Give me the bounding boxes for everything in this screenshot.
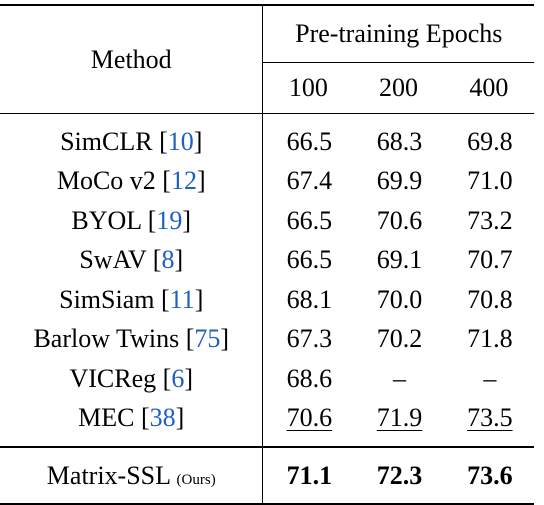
value-cell: 70.0	[376, 284, 423, 314]
value-cell: 70.6	[263, 399, 353, 448]
citation-link[interactable]: 11	[169, 284, 195, 314]
method-cell: MEC [38]	[0, 398, 264, 447]
value-cell: 73.2	[467, 205, 513, 235]
value-cell: 71.8	[467, 324, 513, 354]
ours-method-cell: Matrix-SSL (Ours)	[0, 446, 264, 505]
citation-link[interactable]: 10	[167, 126, 194, 156]
method-cell: BYOL [19]	[0, 201, 264, 241]
citation-link[interactable]: 12	[170, 166, 197, 196]
value-cell: 71.9	[353, 399, 443, 448]
method-name: SimCLR	[60, 126, 153, 156]
second-best-value: 73.5	[467, 403, 513, 433]
results-table: Method Pre-training Epochs 100 200 400 S…	[0, 4, 534, 505]
method-cell: Barlow Twins [75]	[0, 319, 264, 359]
header-row-epochs: 100 200 400	[0, 62, 534, 114]
value-cell: 70.8	[467, 284, 513, 314]
method-header: Method	[0, 4, 264, 114]
value-cell: –	[483, 363, 497, 393]
ours-row: Matrix-SSL (Ours) 71.1 72.3 73.6	[0, 446, 534, 505]
ours-method-name: Matrix-SSL	[46, 460, 171, 490]
method-name: MEC	[78, 403, 135, 433]
method-name: BYOL	[71, 205, 142, 235]
table-row: SimCLR [10] 66.5 68.3 69.8	[0, 113, 534, 162]
method-name: VICReg	[69, 363, 157, 393]
value-cell: 67.4	[286, 166, 333, 196]
best-value: 71.1	[262, 446, 354, 505]
epoch-header-200: 200	[353, 62, 444, 114]
second-best-value: 71.9	[376, 403, 423, 433]
value-cell: 68.1	[286, 284, 333, 314]
table-row: VICReg [6] 68.6 – –	[0, 359, 534, 399]
citation-link[interactable]: 8	[161, 245, 175, 275]
value-cell: 70.7	[467, 245, 513, 275]
epoch-header-100: 100	[262, 62, 354, 114]
value-cell: 66.5	[286, 245, 333, 275]
citation-link[interactable]: 38	[149, 403, 176, 433]
epochs-group-header: Pre-training Epochs	[262, 4, 534, 63]
value-cell: 69.9	[376, 166, 423, 196]
value-cell: –	[392, 363, 406, 393]
method-header-label: Method	[90, 44, 172, 74]
value-cell: 67.3	[286, 324, 333, 354]
method-cell: SimSiam [11]	[0, 280, 264, 320]
value-cell: 70.6	[376, 205, 423, 235]
value-cell: 71.0	[467, 166, 513, 196]
citation-link[interactable]: 19	[156, 205, 183, 235]
epochs-group-label: Pre-training Epochs	[295, 19, 503, 48]
table-row: BYOL [19] 66.5 70.6 73.2	[0, 201, 534, 241]
best-value: 73.6	[443, 446, 534, 505]
best-value: 72.3	[353, 446, 444, 505]
table-row: MEC [38] 70.6 71.9 73.5	[0, 398, 534, 448]
value-cell: 69.1	[376, 245, 423, 275]
method-cell: MoCo v2 [12]	[0, 161, 264, 201]
table-row: SwAV [8] 66.5 69.1 70.7	[0, 240, 534, 280]
table-row: Barlow Twins [75] 67.3 70.2 71.8	[0, 319, 534, 359]
method-name: MoCo v2	[56, 166, 156, 196]
header-row-top: Method Pre-training Epochs	[0, 4, 534, 114]
method-name: SimSiam	[59, 284, 155, 314]
second-best-value: 70.6	[286, 403, 333, 433]
value-cell: 68.3	[376, 126, 423, 156]
citation-link[interactable]: 75	[194, 324, 221, 354]
value-cell: 68.6	[286, 363, 333, 393]
method-cell: SwAV [8]	[0, 240, 264, 280]
method-name: SwAV	[79, 245, 147, 275]
epoch-header-400: 400	[443, 62, 534, 114]
ours-tag: (Ours)	[176, 471, 216, 488]
method-name: Barlow Twins	[33, 324, 180, 354]
table-row: SimSiam [11] 68.1 70.0 70.8	[0, 280, 534, 320]
method-cell: SimCLR [10]	[0, 113, 264, 162]
citation-link[interactable]: 6	[171, 363, 185, 393]
value-cell: 66.5	[286, 205, 333, 235]
table-row: MoCo v2 [12] 67.4 69.9 71.0	[0, 161, 534, 201]
value-cell: 70.2	[376, 324, 423, 354]
value-cell: 69.8	[467, 126, 513, 156]
method-cell: VICReg [6]	[0, 359, 264, 399]
value-cell: 73.5	[444, 399, 534, 448]
value-cell: 66.5	[286, 126, 333, 156]
